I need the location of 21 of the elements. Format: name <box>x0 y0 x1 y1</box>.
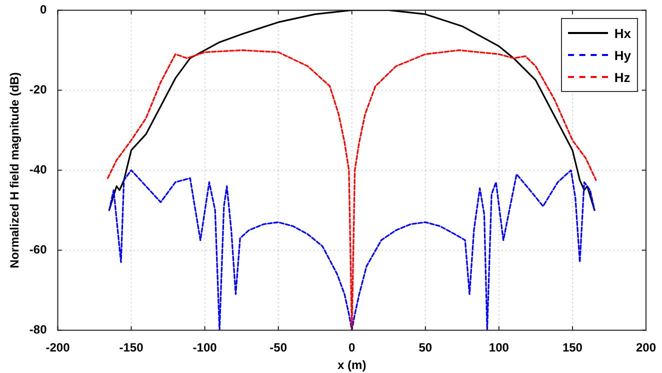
x-tick-label: 50 <box>418 340 432 355</box>
x-tick-label: -50 <box>270 340 288 355</box>
line-series <box>108 169 596 330</box>
legend-label: Hz <box>614 70 630 85</box>
x-tick-label: -100 <box>192 340 218 355</box>
y-tick-label: 0 <box>40 2 48 17</box>
y-tick-label: -20 <box>29 82 48 97</box>
x-tick-label: 0 <box>348 340 356 355</box>
x-axis-title: x (m) <box>338 358 366 372</box>
x-tick-label: 150 <box>562 340 583 355</box>
y-tick-label: -40 <box>29 162 48 177</box>
line-series <box>106 49 597 330</box>
legend-label: Hy <box>614 48 631 63</box>
x-tick-label: 200 <box>636 340 656 355</box>
x-tick-label: -200 <box>46 340 70 355</box>
y-tick-label: -80 <box>29 322 48 337</box>
x-tick-label: 100 <box>488 340 510 355</box>
x-tick-label: -150 <box>119 340 144 355</box>
y-tick-label: -60 <box>29 242 48 257</box>
y-axis-title: Normalized H field magnitude (dB) <box>8 72 22 268</box>
legend-label: Hx <box>614 26 631 41</box>
